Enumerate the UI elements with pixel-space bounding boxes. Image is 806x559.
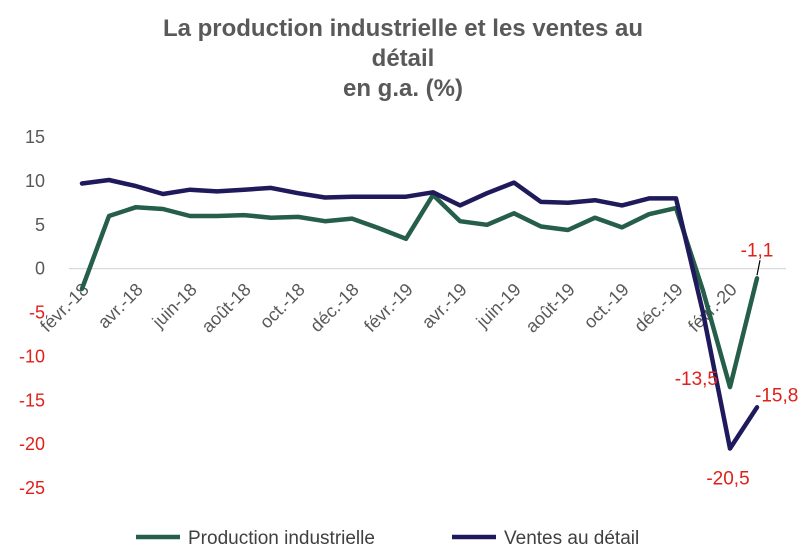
x-tick-label: févr.-19 xyxy=(360,279,417,336)
legend-label-ventes: Ventes au détail xyxy=(504,528,639,549)
legend-label-production: Production industrielle xyxy=(188,528,375,549)
data-label: -15,8 xyxy=(755,385,798,406)
y-tick-label: -20 xyxy=(19,434,45,454)
y-tick-label: 10 xyxy=(25,171,45,191)
y-tick-label: -25 xyxy=(19,478,45,498)
y-tick-label: 15 xyxy=(25,127,45,147)
x-tick-label: déc.-18 xyxy=(306,279,363,336)
data-label: -1,1 xyxy=(741,240,774,261)
legend: Production industrielle Ventes au détail xyxy=(136,528,639,549)
series-line-production-industrielle xyxy=(79,192,760,390)
x-tick-label: oct.-19 xyxy=(580,279,633,332)
y-tick-label: -15 xyxy=(19,390,45,410)
chart-title-line-2: détail xyxy=(372,45,435,72)
x-tick-label: déc.-19 xyxy=(630,279,687,336)
chart-title: La production industrielle et les ventes… xyxy=(163,15,643,102)
data-label-leader xyxy=(756,260,761,276)
x-tick-label: avr.-19 xyxy=(418,279,471,332)
y-axis: 15 10 5 0 -5 -10 -15 -20 -25 xyxy=(19,127,45,498)
chart-title-line-1: La production industrielle et les ventes… xyxy=(163,15,643,42)
data-label: -20,5 xyxy=(706,469,749,490)
x-tick-label: avr.-18 xyxy=(94,279,147,332)
plot-area xyxy=(79,177,760,451)
x-tick-label: août-19 xyxy=(522,279,579,336)
chart-title-line-3: en g.a. (%) xyxy=(343,75,463,102)
y-tick-label: -10 xyxy=(19,346,45,366)
x-tick-label: juin-19 xyxy=(472,279,525,332)
y-tick-label: -5 xyxy=(29,303,45,323)
data-labels: -13,5 -1,1 -20,5 -15,8 xyxy=(675,240,799,489)
x-tick-label: juin-18 xyxy=(148,279,201,332)
y-tick-label: 5 xyxy=(35,215,45,235)
data-label: -13,5 xyxy=(675,369,718,390)
x-tick-label: oct.-18 xyxy=(256,279,309,332)
x-tick-label: août-18 xyxy=(198,279,255,336)
y-tick-label: 0 xyxy=(35,259,45,279)
series-line-ventes-au-detail xyxy=(79,177,760,451)
